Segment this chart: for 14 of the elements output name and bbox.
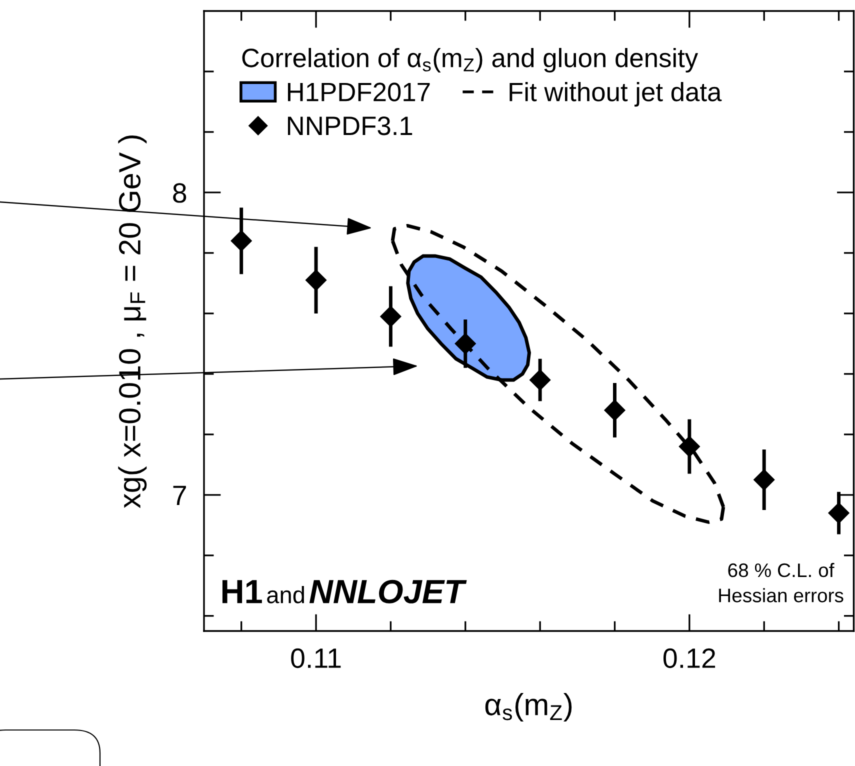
legend-label: H1PDF2017 (288, 82, 430, 102)
legend-label: NNPDF3.1 (288, 116, 412, 136)
y-axis-title: xg( x=0.010 , μ$_{F}$ = 20 GeV ) (118, 136, 147, 508)
annotation: and (267, 586, 304, 604)
y-tick-label: 8 (173, 183, 186, 203)
x-axis-title: α$_{s}$(m$_{Z}$) (485, 693, 572, 722)
annotation: H1 (222, 580, 262, 604)
legend-title: Correlation of α$_{s}$(m$_{Z}$) and gluon density (242, 48, 698, 73)
y-tick-label: 7 (173, 486, 186, 505)
x-tick-label: 0.11 (291, 648, 341, 668)
annotation: 68 % C.L. of Hessian errors (719, 562, 844, 602)
annotation: NNLOJET (309, 580, 467, 604)
legend-label: Fit without jet data (510, 82, 722, 107)
x-tick-label: 0.12 (663, 648, 716, 668)
